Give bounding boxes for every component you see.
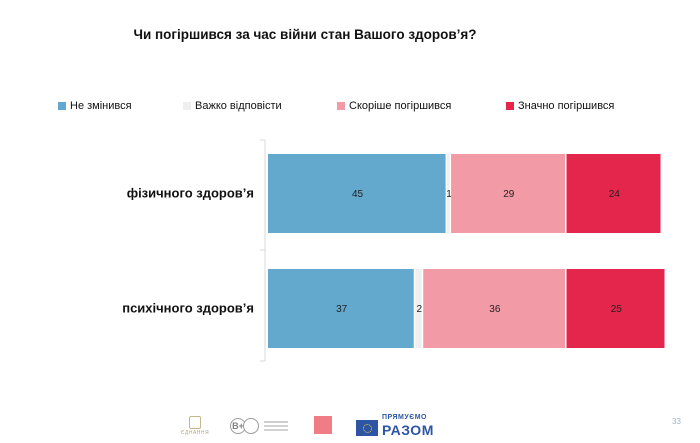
legend-label: Скоріше погіршився [349, 100, 452, 112]
eu-logo-text-bottom: РАЗОМ [382, 422, 434, 438]
legend-label: Не змінився [70, 100, 132, 112]
data-label: 24 [609, 189, 621, 200]
data-label: 29 [503, 189, 515, 200]
bar-segment [566, 269, 665, 348]
eu-flag-icon [356, 420, 378, 436]
legend-swatch [506, 102, 514, 110]
stacked-bar-chart: фізичного здоров’я 45 1 29 24 психічного здор… [122, 139, 665, 362]
legend-item-not-changed: Не змінився [58, 100, 132, 112]
bplus-text-lines [264, 421, 288, 431]
chart-title: Чи погіршився за час війни стан Вашого з… [133, 27, 477, 42]
bar-segment [447, 154, 450, 233]
data-label: 36 [489, 304, 501, 315]
bar-segment [268, 154, 446, 233]
category-label: психічного здоров’я [122, 301, 254, 316]
page-number: 33 [672, 417, 681, 426]
bplus-circles-icon: B+ [230, 418, 259, 434]
data-label: 2 [416, 304, 422, 315]
legend-label: Важко відповісти [195, 100, 282, 112]
bar-segment [268, 269, 414, 348]
bar-segment [451, 154, 565, 233]
footer-logos: ЄДНАННЯ B+ ПРЯМУЄМО РАЗОМ [0, 413, 700, 441]
eu-pryamuiemo-razom-logo: ПРЯМУЄМО РАЗОМ [356, 414, 436, 438]
ednannia-logo: ЄДНАННЯ [178, 413, 212, 439]
ednannia-logo-text: ЄДНАННЯ [180, 430, 210, 436]
data-label: 37 [336, 304, 348, 315]
legend-item-much-worse: Значно погіршився [506, 100, 614, 112]
legend-swatch [337, 102, 345, 110]
data-label: 45 [352, 189, 364, 200]
chart-legend: Не змінився Важко відповісти Скоріше пог… [0, 100, 700, 116]
partner-logo-pink [314, 416, 332, 434]
bplus-circle-icon [243, 418, 259, 434]
category-label: фізичного здоров’я [127, 186, 254, 201]
data-label: 1 [446, 189, 452, 200]
bplus-logo: B+ [230, 415, 296, 437]
bar-segment [566, 154, 661, 233]
legend-label: Значно погіршився [518, 100, 615, 112]
ednannia-mark-icon [189, 416, 201, 429]
legend-item-hard-to-say: Важко відповісти [183, 100, 282, 112]
legend-swatch [183, 102, 191, 110]
bar-segment [423, 269, 565, 348]
data-label: 25 [611, 304, 623, 315]
bar-segment [415, 269, 422, 348]
legend-swatch [58, 102, 66, 110]
eu-logo-text-top: ПРЯМУЄМО [382, 414, 427, 421]
legend-item-rather-worse: Скоріше погіршився [337, 100, 451, 112]
